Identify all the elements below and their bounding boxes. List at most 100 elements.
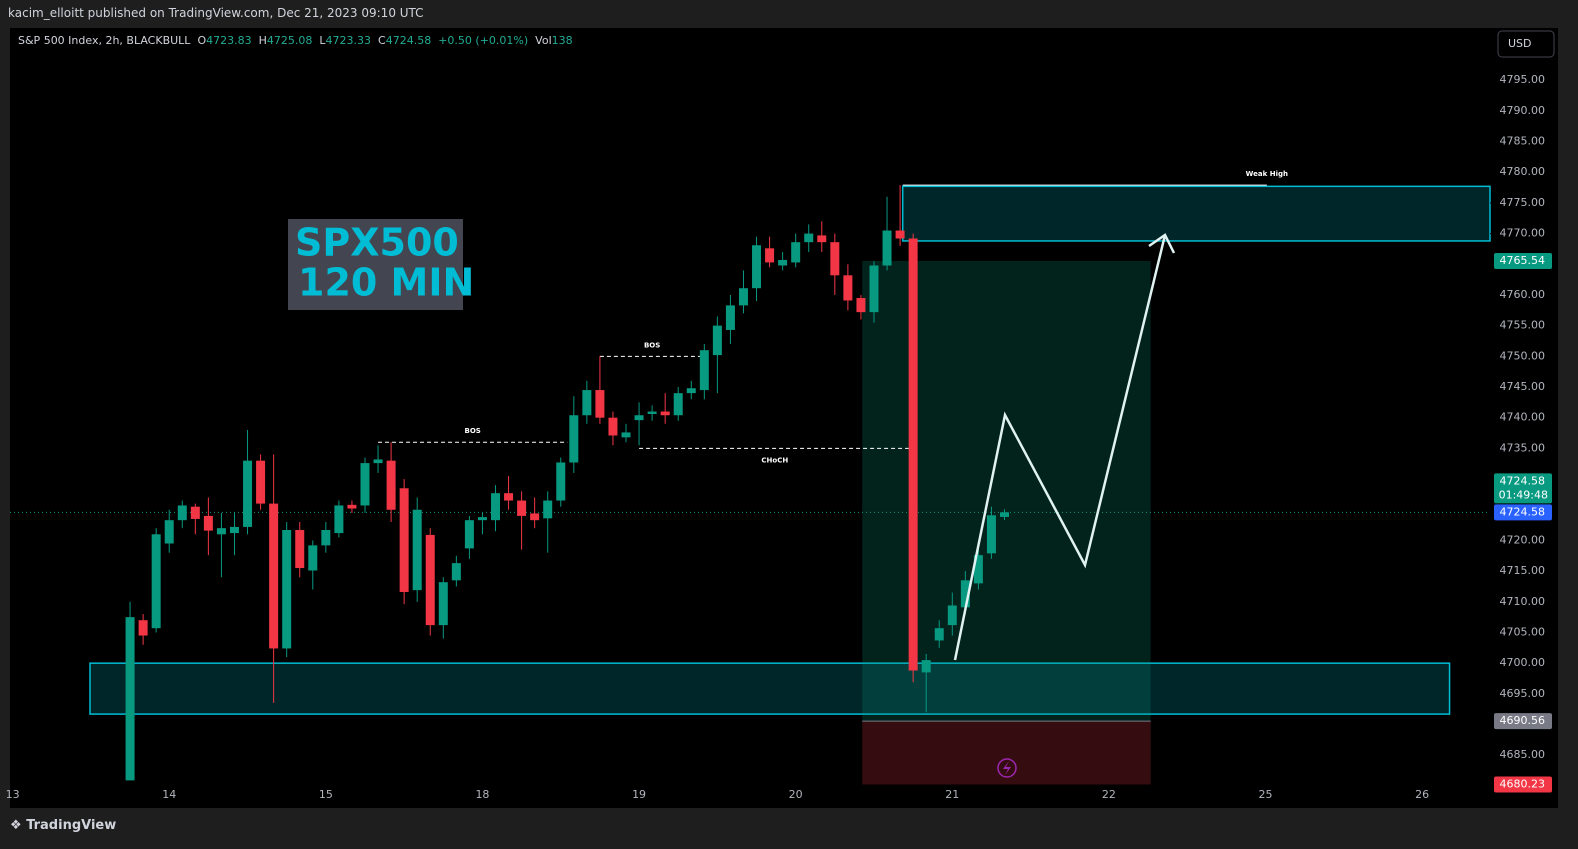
candle-body bbox=[791, 242, 801, 263]
profit-area bbox=[862, 260, 1151, 722]
candle-body bbox=[321, 529, 331, 546]
candle-body bbox=[125, 617, 135, 781]
candle-body bbox=[882, 230, 892, 266]
candle-body bbox=[399, 488, 409, 592]
y-tick-label: 4755.00 bbox=[1500, 319, 1546, 332]
candle-body bbox=[686, 388, 696, 394]
candle-body bbox=[986, 515, 996, 554]
y-tick-label: 4705.00 bbox=[1500, 625, 1546, 638]
alert-icon[interactable] bbox=[997, 758, 1017, 778]
y-tick-label: 4740.00 bbox=[1500, 411, 1546, 424]
y-tick-label: 4685.00 bbox=[1500, 748, 1546, 761]
zone bbox=[89, 662, 1451, 715]
candle-body bbox=[843, 275, 853, 301]
candle-body bbox=[347, 504, 357, 509]
y-tick-label: 4750.00 bbox=[1500, 349, 1546, 362]
stop-price: 4680.23 bbox=[1500, 777, 1546, 790]
candle-body bbox=[164, 520, 174, 544]
y-tick-label: 4790.00 bbox=[1500, 104, 1546, 117]
candle-body bbox=[752, 245, 762, 289]
symbol: S&P 500 Index, 2h, BLACKBULL bbox=[18, 34, 191, 47]
candle-body bbox=[725, 305, 735, 330]
countdown: 01:49:48 bbox=[1499, 488, 1548, 501]
candle-body bbox=[960, 580, 970, 608]
arrow-head bbox=[1148, 233, 1176, 254]
title-line: 120 MIN bbox=[298, 261, 474, 305]
candle-body bbox=[895, 230, 905, 239]
ohlc-value: 4724.58 bbox=[385, 34, 432, 47]
candle-body bbox=[464, 520, 474, 549]
last-price-box bbox=[1494, 473, 1552, 504]
candle-body bbox=[177, 505, 187, 521]
candle-body bbox=[360, 463, 370, 506]
candle-body bbox=[973, 555, 983, 584]
candle-body bbox=[817, 235, 827, 243]
candle-body bbox=[660, 411, 670, 416]
x-tick-label: 14 bbox=[162, 788, 176, 801]
candle-body bbox=[308, 545, 318, 571]
candle-body bbox=[999, 512, 1009, 517]
alert-bolt bbox=[1003, 761, 1011, 775]
x-tick-label: 21 bbox=[945, 788, 959, 801]
level-label: CHoCH bbox=[761, 456, 788, 464]
ohlc-label: H bbox=[258, 34, 267, 47]
level-label: BOS bbox=[464, 427, 480, 435]
title-box bbox=[288, 219, 463, 310]
x-tick-label: 25 bbox=[1259, 788, 1273, 801]
last-price: 4724.58 bbox=[1500, 474, 1546, 487]
candle-body bbox=[151, 534, 161, 629]
plot-background bbox=[10, 28, 1558, 808]
candle-body bbox=[203, 515, 213, 531]
ohlc-label: O bbox=[197, 34, 207, 47]
candle-body bbox=[386, 460, 396, 510]
entry-price-box bbox=[1494, 713, 1552, 730]
candle-body bbox=[295, 529, 305, 569]
candle-body bbox=[138, 620, 148, 636]
target-price-box bbox=[1494, 252, 1552, 269]
level-label: Weak High bbox=[1246, 170, 1288, 178]
ohlc-value: 4723.33 bbox=[325, 34, 372, 47]
candle-body bbox=[282, 529, 292, 649]
y-tick-label: 4770.00 bbox=[1500, 227, 1546, 240]
candle-body bbox=[738, 288, 748, 306]
y-tick-label: 4795.00 bbox=[1500, 73, 1546, 86]
candle-body bbox=[621, 432, 631, 438]
candle-body bbox=[908, 238, 918, 671]
y-tick-label: 4775.00 bbox=[1500, 196, 1546, 209]
candle-body bbox=[451, 563, 461, 581]
y-tick-label: 4700.00 bbox=[1500, 656, 1546, 669]
candle-body bbox=[947, 605, 957, 626]
x-tick-label: 22 bbox=[1102, 788, 1116, 801]
ohlc-label: C bbox=[378, 34, 386, 47]
candle-body bbox=[530, 513, 540, 521]
x-tick-label: 26 bbox=[1415, 788, 1429, 801]
candle-body bbox=[556, 462, 566, 501]
candle-body bbox=[438, 582, 448, 626]
loss-area bbox=[862, 721, 1151, 785]
currency: USD bbox=[1508, 37, 1532, 50]
y-tick-label: 4720.00 bbox=[1500, 533, 1546, 546]
candle-body bbox=[256, 460, 266, 504]
candle-body bbox=[243, 460, 253, 527]
candle-body bbox=[869, 265, 879, 313]
x-tick-label: 19 bbox=[632, 788, 646, 801]
brand-name: TradingView bbox=[26, 818, 117, 833]
volume: 138 bbox=[551, 34, 573, 47]
candle-body bbox=[699, 350, 709, 391]
candle-body bbox=[517, 500, 527, 516]
candle-body bbox=[477, 517, 487, 521]
currency-button[interactable] bbox=[1497, 30, 1555, 58]
candle-body bbox=[608, 417, 618, 436]
candle-body bbox=[269, 503, 279, 649]
ohlc-value: 4723.83 bbox=[206, 34, 252, 47]
title-line: SPX500 bbox=[295, 221, 459, 265]
candle-body bbox=[647, 411, 657, 415]
brand: ❖ TradingView bbox=[10, 818, 117, 833]
candle-body bbox=[569, 415, 579, 463]
last-price-marker: 4724.58 bbox=[1500, 505, 1546, 518]
candle-body bbox=[804, 233, 814, 243]
last-price-marker-box bbox=[1494, 504, 1552, 521]
y-tick-label: 4785.00 bbox=[1500, 135, 1546, 148]
